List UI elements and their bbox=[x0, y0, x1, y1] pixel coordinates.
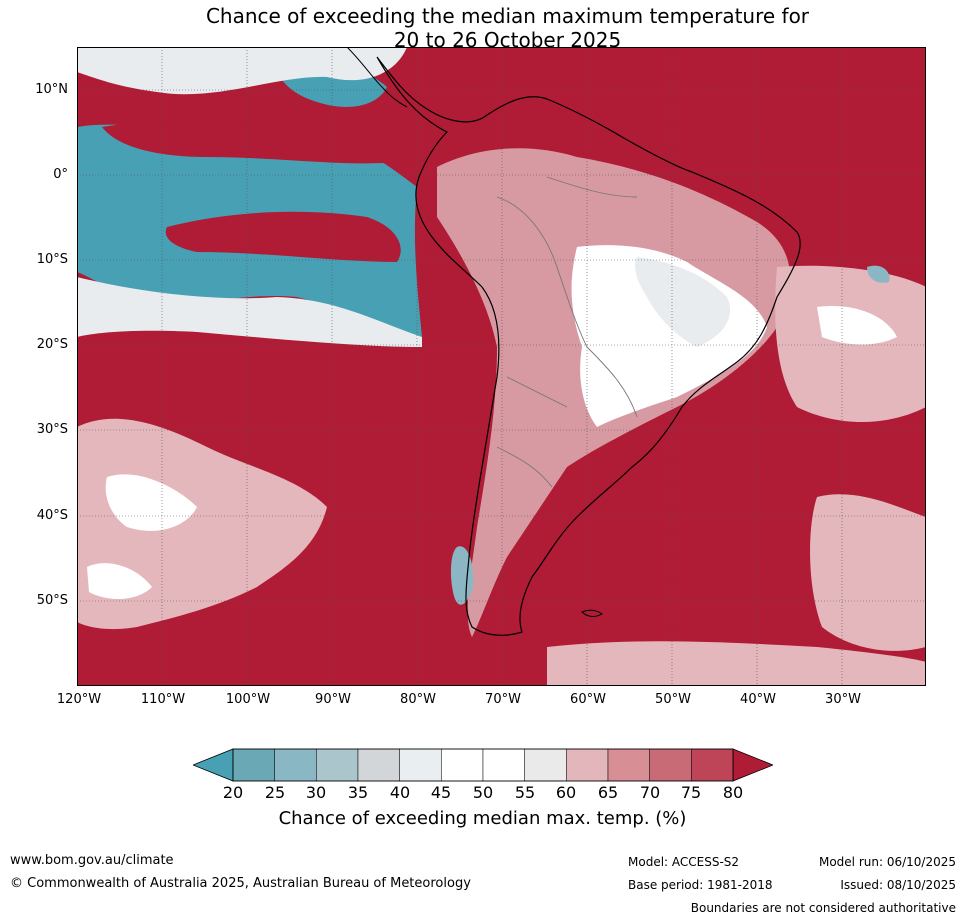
colorbar-bin bbox=[441, 748, 484, 782]
colorbar-tick-35: 35 bbox=[347, 783, 369, 802]
lon-label-30w: 30°W bbox=[825, 692, 861, 707]
colorbar-tick-20: 20 bbox=[222, 783, 244, 802]
colorbar-under-arrow bbox=[191, 748, 234, 782]
colorbar-bin bbox=[357, 748, 400, 782]
colorbar-tick-40: 40 bbox=[389, 783, 411, 802]
falkland-islands bbox=[581, 609, 603, 617]
country-borders bbox=[496, 176, 638, 488]
model-text: Model: ACCESS-S2 bbox=[628, 855, 740, 869]
colorbar-tick-25: 25 bbox=[264, 783, 286, 802]
colorbar-tick-45: 45 bbox=[430, 783, 452, 802]
colorbar-bin bbox=[232, 748, 275, 782]
lon-label-90w: 90°W bbox=[315, 692, 351, 707]
lon-label-70w: 70°W bbox=[485, 692, 521, 707]
colorbar-over-arrow bbox=[732, 748, 775, 782]
coastline-central-america bbox=[346, 47, 408, 108]
colorbar-bin bbox=[316, 748, 359, 782]
colorbar bbox=[191, 748, 775, 782]
colorbar-bin bbox=[649, 748, 692, 782]
white-patch-atlantic bbox=[817, 306, 897, 345]
lon-label-50w: 50°W bbox=[655, 692, 691, 707]
copyright-text: © Commonwealth of Australia 2025, Austra… bbox=[10, 876, 471, 891]
colorbar-label: Chance of exceeding median max. temp. (%… bbox=[278, 808, 687, 829]
colorbar-bin bbox=[607, 748, 650, 782]
coastline-south-america bbox=[376, 56, 801, 636]
graticule bbox=[77, 47, 926, 686]
teal-patch-atlantic bbox=[867, 265, 890, 283]
gray-region-brazil bbox=[635, 257, 731, 347]
colorbar-bin bbox=[399, 748, 442, 782]
lon-label-80w: 80°W bbox=[400, 692, 436, 707]
colorbar-tick-70: 70 bbox=[639, 783, 661, 802]
title-line-1: Chance of exceeding the median maximum t… bbox=[205, 4, 810, 28]
colorbar-bin bbox=[691, 748, 734, 782]
base-period-text: Base period: 1981-2018 bbox=[628, 878, 773, 892]
colorbar-bin bbox=[274, 748, 317, 782]
lon-label-60w: 60°W bbox=[570, 692, 606, 707]
colorbar-tick-50: 50 bbox=[472, 783, 494, 802]
colorbar-tick-55: 55 bbox=[514, 783, 536, 802]
colorbar-bin bbox=[566, 748, 609, 782]
neutral-region-southern-ocean bbox=[547, 641, 926, 686]
lon-label-120w: 120°W bbox=[56, 692, 102, 707]
neutral-region-pacific-band bbox=[77, 277, 422, 347]
lat-label-30s: 30°S bbox=[36, 422, 68, 437]
lon-label-40w: 40°W bbox=[740, 692, 776, 707]
chart-title: Chance of exceeding the median maximum t… bbox=[0, 4, 965, 52]
teal-patch-patagonia bbox=[450, 546, 474, 605]
neutral-region-south-atlantic bbox=[810, 494, 926, 651]
website-text: www.bom.gov.au/climate bbox=[10, 853, 174, 868]
colorbar-frame bbox=[232, 748, 734, 782]
lat-label-10s: 10°S bbox=[36, 252, 68, 267]
lon-label-100w: 100°W bbox=[225, 692, 271, 707]
white-patch-south-pacific-2 bbox=[87, 563, 152, 599]
colorbar-tick-75: 75 bbox=[680, 783, 702, 802]
lat-label-50s: 50°S bbox=[36, 593, 68, 608]
lon-label-110w: 110°W bbox=[140, 692, 186, 707]
probability-map bbox=[77, 47, 926, 686]
colorbar-tick-30: 30 bbox=[305, 783, 327, 802]
colorbar-tick-65: 65 bbox=[597, 783, 619, 802]
red-band-pacific-2 bbox=[165, 211, 401, 262]
lat-label-20s: 20°S bbox=[36, 337, 68, 352]
lat-label-40s: 40°S bbox=[36, 508, 68, 523]
colorbar-bin bbox=[524, 748, 567, 782]
red-band-pacific bbox=[102, 121, 397, 164]
colorbar-tick-80: 80 bbox=[722, 783, 744, 802]
white-patch-south-pacific bbox=[105, 474, 197, 531]
issued-text: Issued: 08/10/2025 bbox=[840, 878, 956, 892]
colorbar-tick-60: 60 bbox=[555, 783, 577, 802]
colorbar-bin bbox=[482, 748, 525, 782]
model-run-text: Model run: 06/10/2025 bbox=[818, 855, 956, 869]
lat-label-0: 0° bbox=[53, 167, 68, 182]
neutral-region-pacific-north bbox=[77, 47, 407, 95]
lat-label-10n: 10°N bbox=[35, 82, 68, 97]
disclaimer-text: Boundaries are not considered authoritat… bbox=[690, 901, 956, 915]
map-frame bbox=[77, 47, 926, 686]
